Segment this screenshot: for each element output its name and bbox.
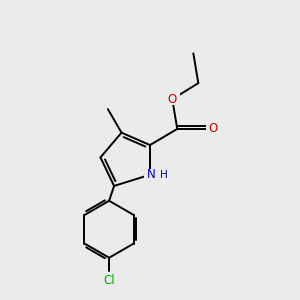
Text: H: H [160,170,167,180]
Text: N: N [147,168,156,181]
Bar [99,273,119,287]
Text: O: O [208,122,218,135]
Text: O: O [168,93,177,106]
Bar [165,93,180,105]
Bar [144,169,166,181]
Bar [206,123,220,135]
Text: Cl: Cl [103,274,115,286]
